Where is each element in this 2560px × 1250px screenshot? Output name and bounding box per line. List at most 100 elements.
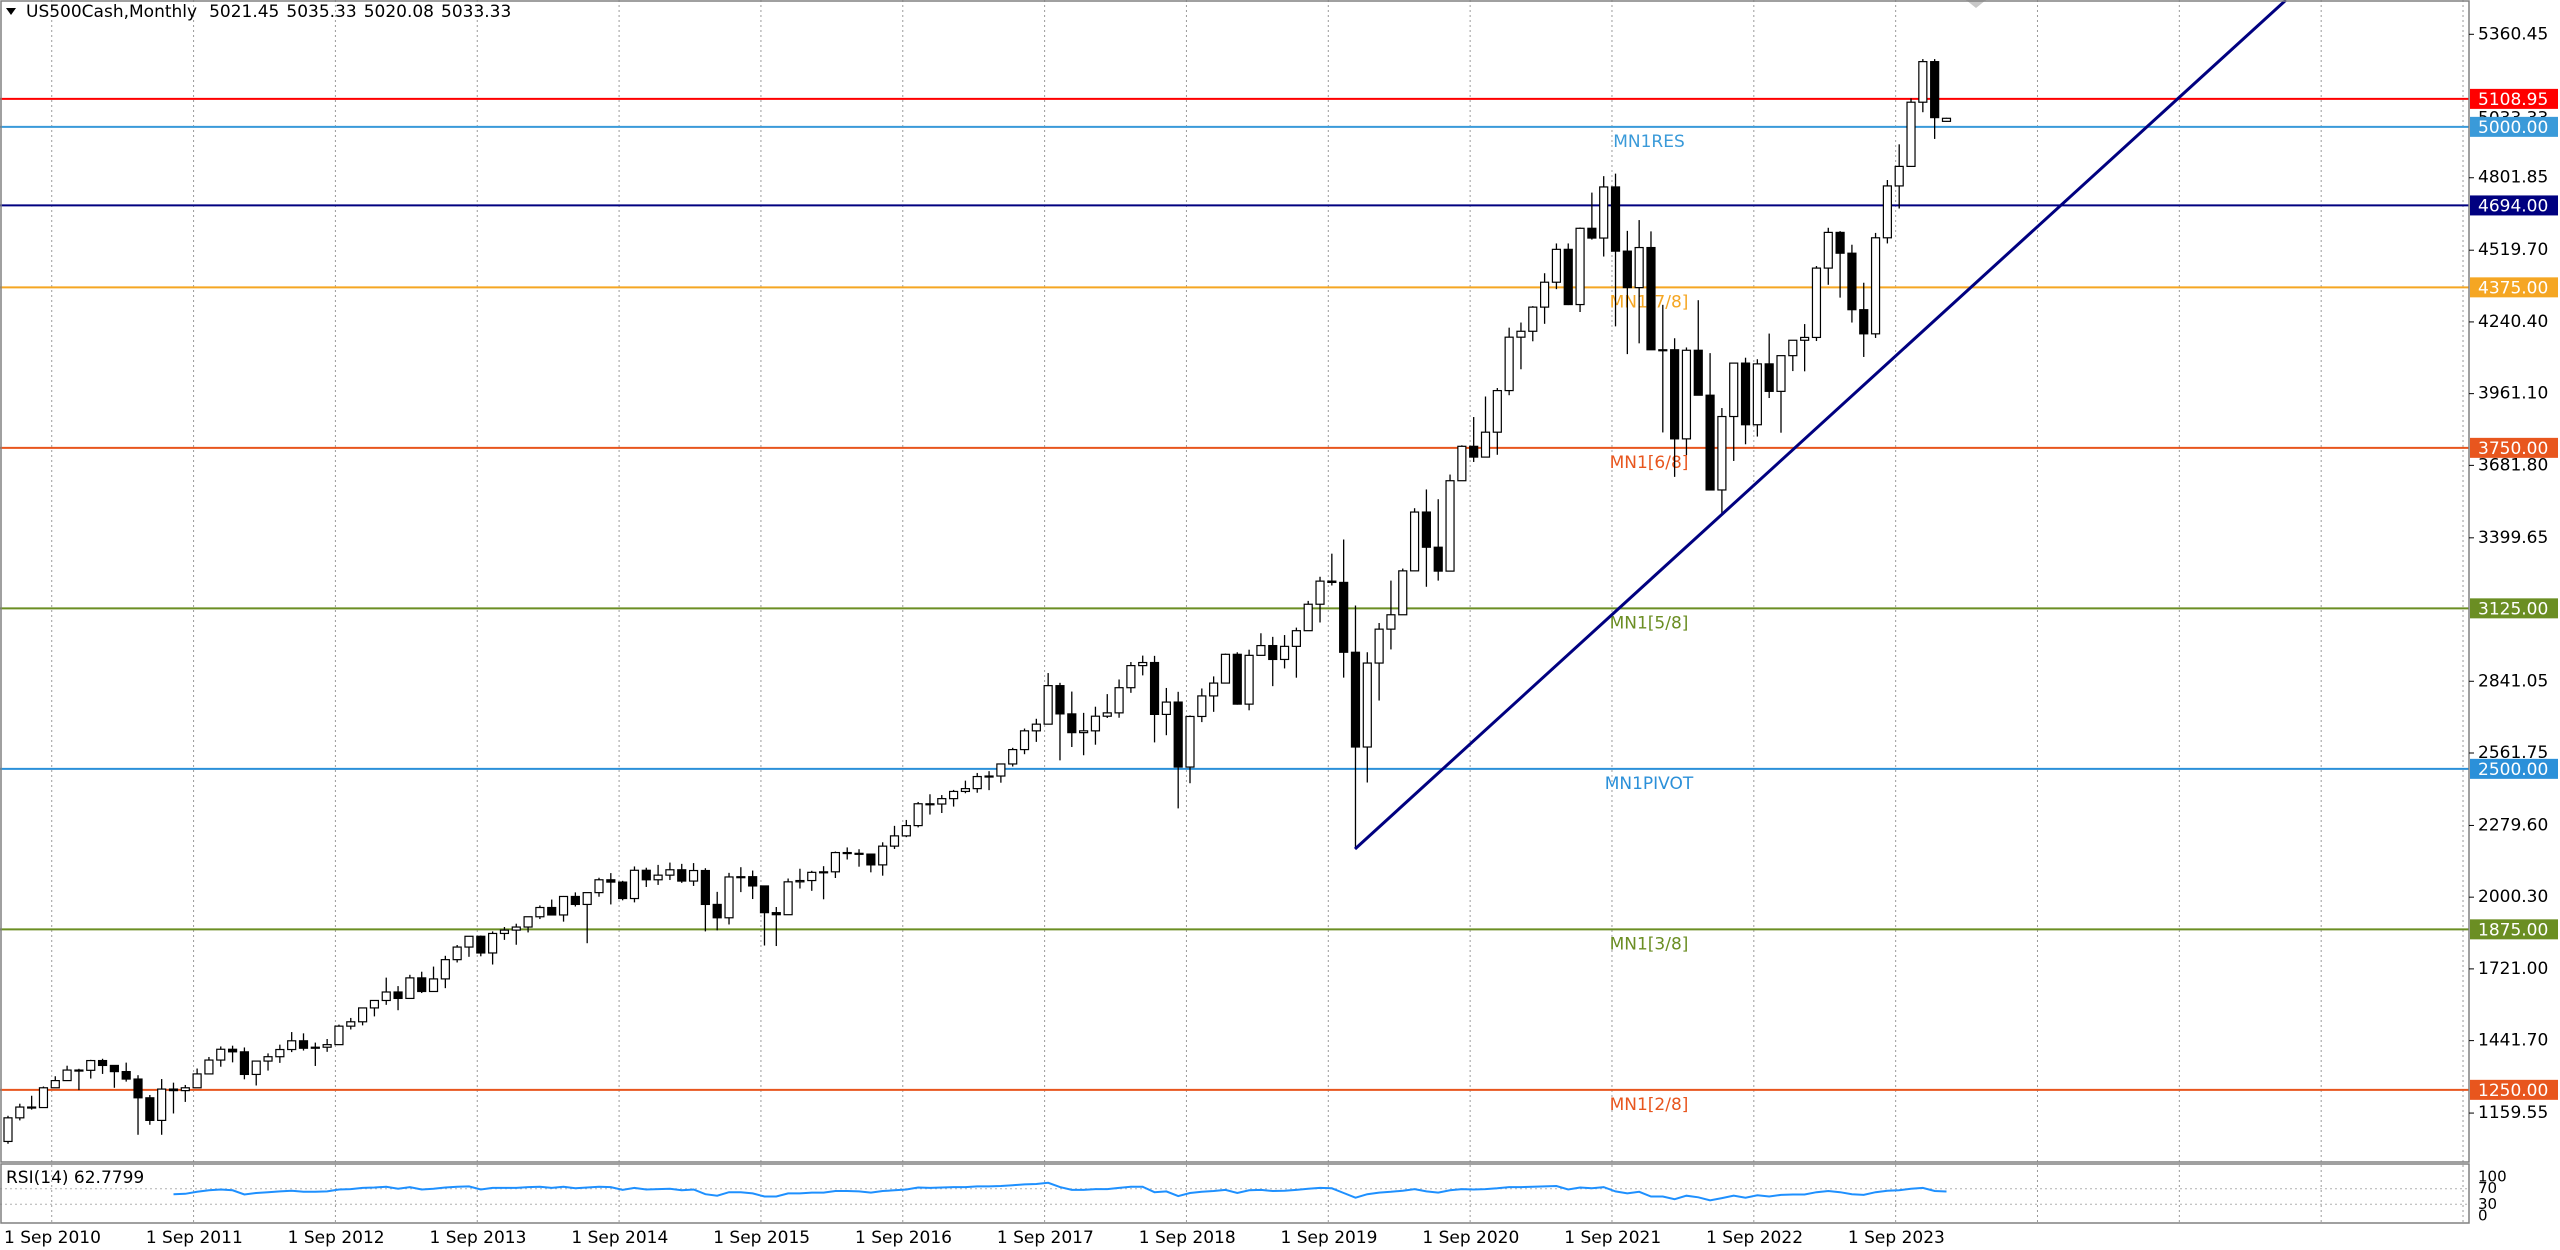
candle-body	[369, 999, 380, 1009]
candle-body	[1847, 252, 1857, 311]
candle-body	[358, 1007, 368, 1023]
candle-body	[1918, 61, 1928, 103]
level-box	[2470, 598, 2558, 619]
candle-body	[27, 1106, 37, 1109]
candle-body	[1800, 336, 1810, 341]
candle-body	[1516, 330, 1526, 338]
candle-body	[1859, 309, 1869, 335]
candle-body	[1209, 682, 1219, 697]
candle-body	[1551, 248, 1562, 283]
candle-body	[1398, 570, 1408, 616]
candle-body	[1634, 246, 1644, 289]
candle-body	[157, 1088, 167, 1121]
candle-body	[1575, 227, 1585, 306]
candle-body	[677, 869, 687, 882]
candle-body	[712, 903, 722, 919]
x-tick-label: 1 Sep 2011	[146, 1228, 243, 1248]
candle-body	[1622, 250, 1632, 289]
candle-body	[618, 881, 628, 900]
candle-body	[1693, 349, 1703, 396]
grid-layer	[51, 0, 2464, 1223]
level-label: MN1RES	[1613, 132, 1685, 152]
candle-body	[334, 1025, 344, 1046]
candle-body	[1740, 362, 1751, 426]
candle-body	[1433, 546, 1443, 572]
candle-body	[1421, 511, 1432, 548]
candle-body	[854, 852, 864, 855]
candle-body	[1539, 281, 1550, 308]
candle-body	[168, 1088, 179, 1092]
candle-body	[428, 978, 439, 993]
candle-body	[1173, 701, 1183, 768]
candle-body	[1055, 685, 1065, 715]
candle-body	[570, 895, 580, 906]
candle-body	[1315, 580, 1325, 605]
level-label: MN1[3/8]	[1610, 934, 1689, 954]
rsi-title: RSI(14) 62.7799	[6, 1168, 144, 1188]
x-tick-label: 1 Sep 2017	[997, 1228, 1094, 1248]
x-tick-label: 1 Sep 2013	[430, 1228, 527, 1248]
candle-body	[15, 1106, 25, 1119]
candle-body	[145, 1097, 155, 1121]
candle-body	[960, 788, 971, 793]
rsi-tick-label: 100	[2478, 1168, 2507, 1186]
x-tick-label: 1 Sep 2016	[855, 1228, 952, 1248]
candle-body	[1823, 231, 1833, 269]
candle-body	[1031, 723, 1041, 732]
candle-body	[783, 881, 793, 916]
candle-body	[1480, 431, 1491, 458]
candle-body	[1220, 653, 1231, 684]
candle-body	[1811, 267, 1822, 339]
y-tick-label: 1159.55	[2478, 1103, 2548, 1123]
candle-body	[1492, 389, 1502, 433]
candle-body	[1232, 653, 1242, 705]
candle-body	[405, 977, 415, 1000]
candle-body	[558, 895, 569, 916]
candle-body	[1161, 701, 1171, 716]
symbol: US500Cash,Monthly	[26, 2, 197, 22]
candle-body	[322, 1044, 332, 1048]
y-tick-label: 4519.70	[2478, 240, 2548, 260]
x-tick-label: 1 Sep 2015	[713, 1228, 810, 1248]
candle-body	[1090, 715, 1101, 732]
time-axis-area	[0, 1223, 2560, 1250]
high-value: 5035.33	[286, 2, 356, 22]
candle-body	[1658, 349, 1668, 352]
candle-body	[1102, 712, 1112, 717]
candle-body	[1870, 237, 1881, 335]
candle-body	[972, 775, 982, 790]
candle-body	[1587, 227, 1597, 239]
y-tick-label: 2561.75	[2478, 743, 2548, 763]
candle-body	[1362, 662, 1372, 748]
trendline	[1353, 0, 2288, 851]
candle-body	[795, 879, 805, 883]
candle-body	[476, 935, 486, 954]
candle-body	[759, 885, 770, 914]
level-label: MN1PIVOT	[1605, 774, 1694, 794]
candle-body	[807, 871, 817, 882]
candle-layer	[3, 59, 1952, 1144]
level-value-label: 1250.00	[2478, 1081, 2548, 1101]
candle-body	[1599, 186, 1609, 239]
candle-body	[1138, 661, 1148, 667]
candle-body	[948, 790, 959, 800]
x-tick-label: 1 Sep 2023	[1848, 1228, 1945, 1248]
candle-body	[901, 824, 911, 837]
x-tick-label: 1 Sep 2010	[4, 1228, 101, 1248]
candle-body	[38, 1087, 49, 1109]
level-box	[2470, 195, 2558, 216]
candle-body	[606, 879, 616, 883]
candle-body	[582, 892, 592, 906]
y-tick-label: 2000.30	[2478, 887, 2548, 907]
candle-body	[1339, 581, 1349, 653]
header: US500Cash,Monthly 5021.45 5035.33 5020.08 50…	[26, 2, 511, 22]
candle-body	[547, 906, 557, 916]
candle-body	[629, 869, 640, 900]
candle-body	[1445, 480, 1455, 572]
candle-body	[771, 912, 781, 916]
rsi-frame	[0, 1163, 2470, 1224]
candle-body	[1067, 713, 1077, 734]
y-tick-label: 3681.80	[2478, 455, 2548, 475]
candle-body	[842, 851, 852, 855]
